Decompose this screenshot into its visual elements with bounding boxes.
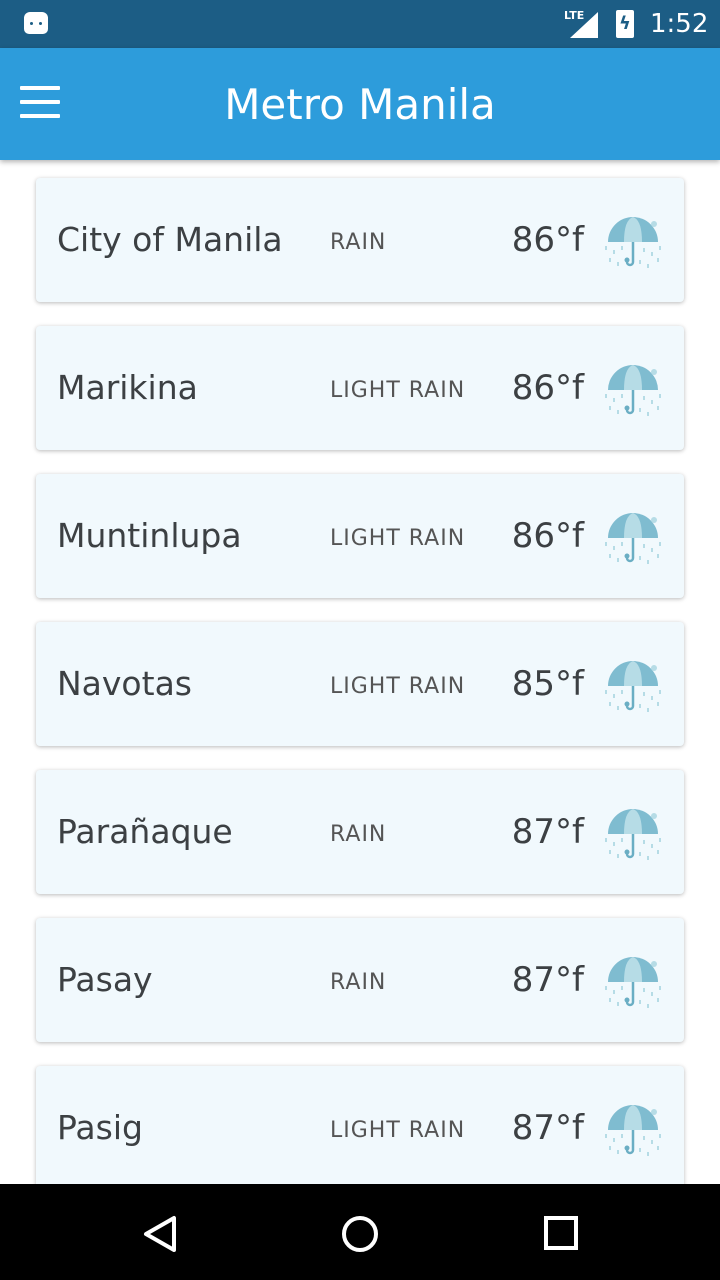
city-card[interactable]: Pasig LIGHT RAIN 87°f [36,1066,684,1184]
android-notification-icon [24,12,48,34]
city-card[interactable]: Pasay RAIN 87°f [36,918,684,1042]
navigation-bar [0,1184,720,1280]
city-name: Parañaque [57,812,233,851]
menu-icon[interactable] [20,86,60,122]
temperature: 86°f [511,516,584,556]
city-card[interactable]: Muntinlupa LIGHT RAIN 86°f [36,474,684,598]
umbrella-rain-icon [602,506,664,568]
weather-condition: LIGHT RAIN [330,378,466,403]
weather-condition: RAIN [330,230,387,255]
temperature: 87°f [511,1108,584,1148]
status-bar: LTE ϟ 1:52 [0,0,720,48]
city-card[interactable]: City of Manila RAIN 86°f [36,178,684,302]
back-button[interactable] [140,1214,180,1258]
signal-icon [570,12,598,38]
clock: 1:52 [650,9,709,39]
city-name: Pasay [57,960,153,999]
home-button[interactable] [340,1214,380,1258]
weather-condition: LIGHT RAIN [330,526,466,551]
umbrella-rain-icon [602,950,664,1012]
battery-charging-icon: ϟ [616,10,634,38]
temperature: 87°f [511,960,584,1000]
app-bar: Metro Manila [0,48,720,160]
recents-button[interactable] [542,1214,582,1258]
city-card[interactable]: Marikina LIGHT RAIN 86°f [36,326,684,450]
city-name: Marikina [57,368,198,407]
temperature: 87°f [511,812,584,852]
city-name: City of Manila [57,220,283,259]
weather-condition: RAIN [330,822,387,847]
weather-condition: RAIN [330,970,387,995]
umbrella-rain-icon [602,210,664,272]
city-card[interactable]: Navotas LIGHT RAIN 85°f [36,622,684,746]
umbrella-rain-icon [602,358,664,420]
city-name: Navotas [57,664,192,703]
umbrella-rain-icon [602,802,664,864]
umbrella-rain-icon [602,654,664,716]
city-list[interactable]: City of Manila RAIN 86°f Marikina LIGHT … [0,160,720,1184]
city-card[interactable]: Parañaque RAIN 87°f [36,770,684,894]
page-title: Metro Manila [224,80,496,129]
umbrella-rain-icon [602,1098,664,1160]
temperature: 85°f [511,664,584,704]
weather-condition: LIGHT RAIN [330,674,466,699]
temperature: 86°f [511,220,584,260]
temperature: 86°f [511,368,584,408]
city-name: Muntinlupa [57,516,242,555]
city-name: Pasig [57,1108,143,1147]
weather-condition: LIGHT RAIN [330,1118,466,1143]
